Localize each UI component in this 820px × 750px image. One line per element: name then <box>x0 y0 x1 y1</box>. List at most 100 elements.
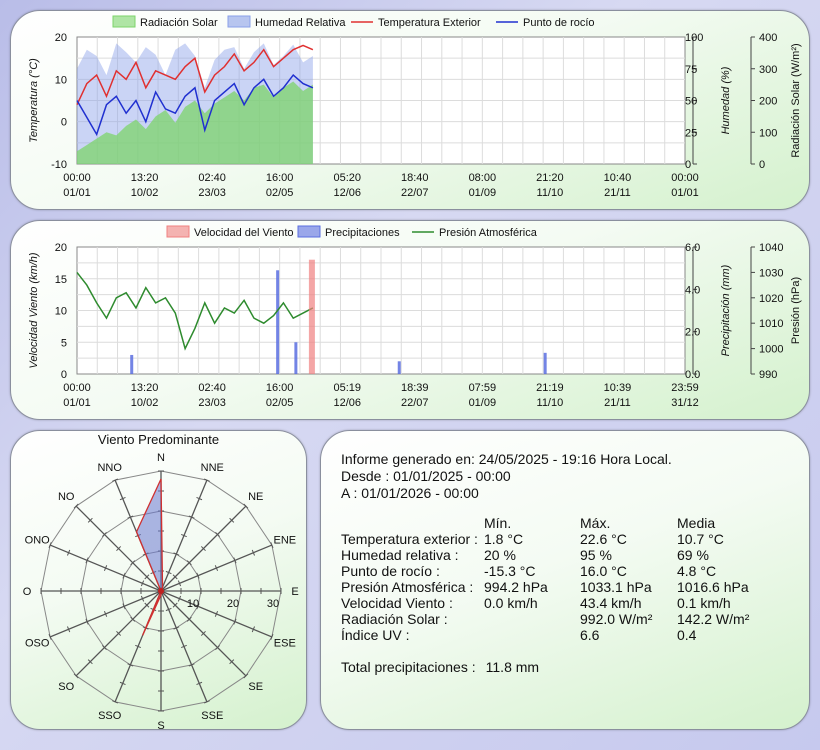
y-left-axis-title: Velocidad Viento (km/h) <box>28 252 40 369</box>
rose-tick <box>188 515 195 519</box>
header-max: Máx. <box>580 515 611 531</box>
y-left-tick-label: 10 <box>55 74 67 86</box>
stat-max: 16.0 °C <box>580 563 627 579</box>
y-right1-tick-label: 50 <box>685 96 697 108</box>
y-right2-tick-label: 0 <box>759 159 765 171</box>
rose-direction-label: SE <box>248 681 263 693</box>
legend-swatch <box>112 15 136 28</box>
rose-tick <box>127 515 134 519</box>
header-min: Mín. <box>484 515 512 531</box>
y-right2-tick-label: 990 <box>759 369 777 381</box>
precipitation-bar <box>543 352 547 374</box>
rose-direction-label: NNE <box>201 462 224 474</box>
x-tick-date: 22/07 <box>401 397 429 409</box>
report-generated: Informe generado en: 24/05/2025 - 19:16 … <box>341 451 672 467</box>
rose-tick <box>112 700 119 704</box>
stat-avg: 142.2 W/m² <box>677 611 750 627</box>
total-precipitation-value: 11.8 mm <box>485 659 540 675</box>
x-tick-date: 12/06 <box>333 187 361 199</box>
stat-avg: 0.1 km/h <box>677 595 731 611</box>
precipitation-bar <box>397 361 401 374</box>
x-tick-date: 10/02 <box>131 187 159 199</box>
rose-tick <box>135 644 142 649</box>
rose-tick <box>140 595 145 602</box>
y-right1-tick-label: 25 <box>685 127 697 139</box>
y-left-tick-label: -10 <box>51 159 67 171</box>
stat-max: 1033.1 hPa <box>580 579 652 595</box>
stat-min: 1.8 °C <box>484 531 524 547</box>
rose-tick <box>270 633 274 640</box>
x-tick-date: 02/05 <box>266 397 294 409</box>
stat-min: 994.2 hPa <box>484 579 548 595</box>
y-right1-tick-label: 0 <box>685 159 691 171</box>
y-left-axis-title: Temperatura (°C) <box>28 58 40 143</box>
rose-tick <box>196 603 200 610</box>
y-left-tick-label: 5 <box>61 337 67 349</box>
y-right2-tick-label: 200 <box>759 96 777 108</box>
x-tick-time: 00:00 <box>671 172 699 184</box>
x-tick-date: 23/03 <box>198 187 226 199</box>
x-tick-time: 05:19 <box>333 382 361 394</box>
rose-tick <box>67 626 71 633</box>
legend-label: Radiación Solar <box>140 17 218 29</box>
rose-tick <box>87 517 93 523</box>
rose-tick <box>215 645 221 651</box>
stat-avg: 1016.6 hPa <box>677 579 749 595</box>
rose-tick <box>180 533 187 538</box>
x-tick-time: 00:00 <box>63 172 91 184</box>
x-tick-date: 11/10 <box>537 397 564 409</box>
legend-swatch <box>227 15 251 28</box>
rose-tick <box>103 610 108 617</box>
y-right1-axis-title: Humedad (%) <box>720 66 732 134</box>
x-tick-time: 23:59 <box>671 382 699 394</box>
wind-chart-panel: 20 15 10 5 0 6.0 4.0 2.0 0.0 1040 1030 1020 1010 1000… <box>10 220 810 420</box>
rose-tick <box>214 610 219 617</box>
rose-tick <box>203 478 210 482</box>
legend-label: Humedad Relativa <box>255 17 346 29</box>
legend-label: Presión Atmosférica <box>439 227 538 239</box>
rose-radial-tick-label: 30 <box>267 598 279 610</box>
rose-direction-label: SSO <box>98 710 122 722</box>
stat-label: Presión Atmosférica : <box>341 579 474 595</box>
x-tick-date: 01/09 <box>469 397 497 409</box>
x-tick-time: 21:20 <box>536 172 564 184</box>
rose-tick <box>140 580 145 587</box>
rose-tick <box>173 626 180 630</box>
x-tick-date: 02/05 <box>266 187 294 199</box>
x-tick-date: 12/06 <box>333 397 361 409</box>
rose-tick <box>101 531 107 537</box>
y-left-tick-label: 10 <box>55 306 67 318</box>
rose-direction-label: O <box>23 586 32 598</box>
y-right1-tick-label: 6.0 <box>685 242 700 254</box>
rose-direction-label: S <box>157 720 164 729</box>
x-tick-time: 18:40 <box>401 172 429 184</box>
header-avg: Media <box>677 515 716 531</box>
rose-tick <box>144 574 150 580</box>
rose-tick <box>172 602 178 608</box>
legend-label: Precipitaciones <box>325 227 400 239</box>
x-tick-time: 10:40 <box>604 172 632 184</box>
x-tick-time: 16:00 <box>266 172 294 184</box>
precipitation-bar <box>294 342 298 374</box>
stat-max: 95 % <box>580 547 612 563</box>
y-right1-tick-label: 2.0 <box>685 327 700 339</box>
rose-tick <box>200 630 206 636</box>
y-left-tick-label: 15 <box>55 274 67 286</box>
rose-direction-label: N <box>157 452 165 464</box>
rose-tick <box>270 542 274 549</box>
rose-tick <box>172 574 178 580</box>
rose-area <box>135 478 164 636</box>
legend-label: Velocidad del Viento <box>194 227 294 239</box>
rose-tick <box>215 531 221 537</box>
rose-tick <box>233 618 237 625</box>
rose-direction-label: NNO <box>97 462 122 474</box>
rose-tick <box>87 659 93 665</box>
temperature-line <box>76 44 314 106</box>
precipitation-bar <box>130 354 134 374</box>
legend-swatch <box>297 225 321 238</box>
stat-label: Radiación Solar : <box>341 611 448 627</box>
stat-avg: 4.8 °C <box>677 563 717 579</box>
rose-tick <box>144 602 150 608</box>
stat-label: Punto de rocío : <box>341 563 440 579</box>
report-panel: Informe generado en: 24/05/2025 - 19:16 … <box>320 430 810 730</box>
